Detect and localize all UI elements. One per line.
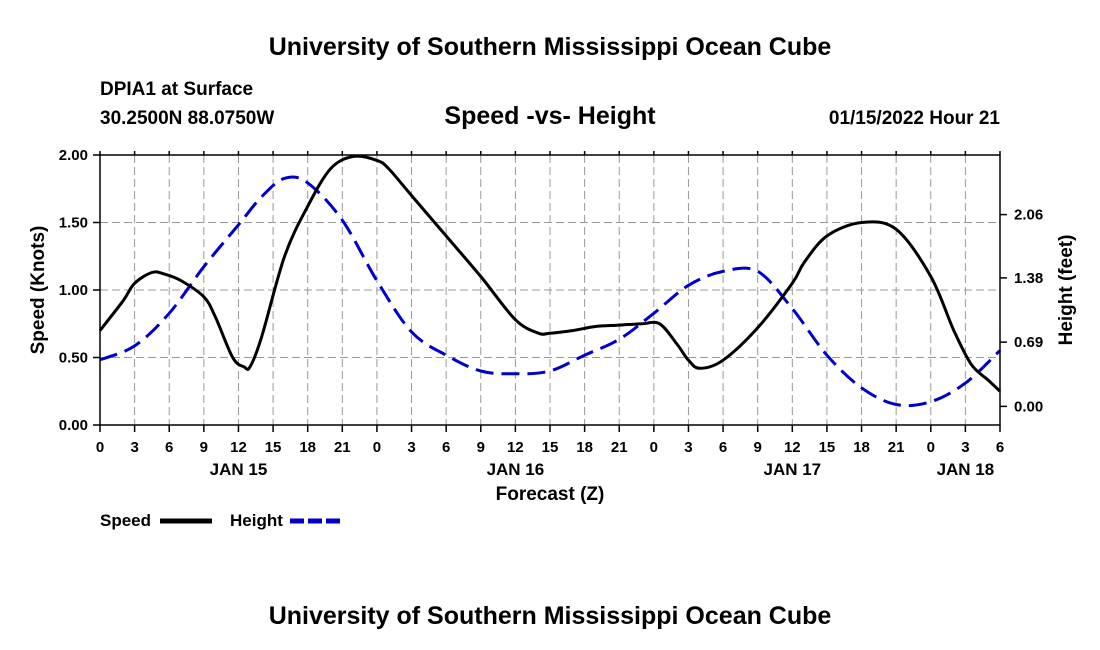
x-tick-label: 15 bbox=[542, 439, 559, 456]
coords-label: 30.2500N 88.0750W bbox=[100, 108, 274, 129]
station-label: DPIA1 at Surface bbox=[100, 79, 253, 100]
y-tick-label: 0.50 bbox=[59, 350, 88, 367]
x-tick-label: 21 bbox=[334, 439, 351, 456]
x-tick-label: 3 bbox=[407, 439, 415, 456]
x-tick-label: 3 bbox=[961, 439, 969, 456]
legend: Speed Height bbox=[100, 511, 342, 530]
y2-tick-label: 2.06 bbox=[1014, 207, 1043, 224]
x-tick-label: 12 bbox=[507, 439, 524, 456]
x-tick-label: 9 bbox=[754, 439, 762, 456]
y2-tick-label: 0.00 bbox=[1014, 398, 1043, 415]
footer-title: University of Southern Mississippi Ocean… bbox=[269, 602, 832, 630]
x-tick-label: 15 bbox=[265, 439, 282, 456]
x-tick-label: 15 bbox=[819, 439, 836, 456]
axes: 0 3 6 9 12 15 18 21 0 3 6 9 12 15 18 21 0 3 6 9 12 15 18 21 0 3 6 0… bbox=[59, 147, 1043, 479]
x-tick-label: 6 bbox=[165, 439, 173, 456]
x-tick-label: 0 bbox=[373, 439, 381, 456]
x-tick-label: 0 bbox=[927, 439, 935, 456]
x-tick-label: 21 bbox=[611, 439, 628, 456]
series-line-speed bbox=[98, 154, 1002, 393]
y-tick-label: 2.00 bbox=[59, 147, 88, 164]
x-tick-label: 18 bbox=[299, 439, 316, 456]
page-title: University of Southern Mississippi Ocean… bbox=[269, 33, 832, 61]
y-tick-label: 1.50 bbox=[59, 215, 88, 232]
x-tick-label: 3 bbox=[130, 439, 138, 456]
day-label: JAN 18 bbox=[937, 460, 995, 479]
day-label: JAN 15 bbox=[210, 460, 268, 479]
x-tick-label: 21 bbox=[888, 439, 905, 456]
legend-height-label: Height bbox=[230, 511, 283, 530]
legend-speed-label: Speed bbox=[100, 511, 151, 530]
x-tick-label: 12 bbox=[230, 439, 247, 456]
grid-lines bbox=[100, 155, 1000, 425]
x-tick-label: 6 bbox=[719, 439, 727, 456]
x-tick-label: 12 bbox=[784, 439, 801, 456]
x-tick-label: 0 bbox=[650, 439, 658, 456]
x-tick-label: 9 bbox=[200, 439, 208, 456]
x-axis-label: Forecast (Z) bbox=[496, 484, 605, 505]
x-tick-label: 3 bbox=[684, 439, 692, 456]
x-tick-label: 18 bbox=[853, 439, 870, 456]
x-tick-label: 18 bbox=[576, 439, 593, 456]
x-tick-label: 9 bbox=[477, 439, 485, 456]
series-layer bbox=[98, 154, 1002, 408]
y2-axis-label: Height (feet) bbox=[1056, 235, 1077, 346]
x-tick-label: 6 bbox=[442, 439, 450, 456]
y-tick-label: 0.00 bbox=[59, 417, 88, 434]
y-axis-label: Speed (Knots) bbox=[28, 226, 49, 355]
day-label: JAN 16 bbox=[487, 460, 545, 479]
day-label: JAN 17 bbox=[763, 460, 821, 479]
y2-tick-label: 0.69 bbox=[1014, 334, 1043, 351]
chart-title: Speed -vs- Height bbox=[444, 102, 656, 130]
y-tick-label: 1.00 bbox=[59, 282, 88, 299]
series-line-height bbox=[99, 175, 1002, 408]
x-tick-label: 6 bbox=[996, 439, 1004, 456]
y2-tick-label: 1.38 bbox=[1014, 270, 1043, 287]
datetime-label: 01/15/2022 Hour 21 bbox=[829, 108, 1001, 129]
x-tick-label: 0 bbox=[96, 439, 104, 456]
